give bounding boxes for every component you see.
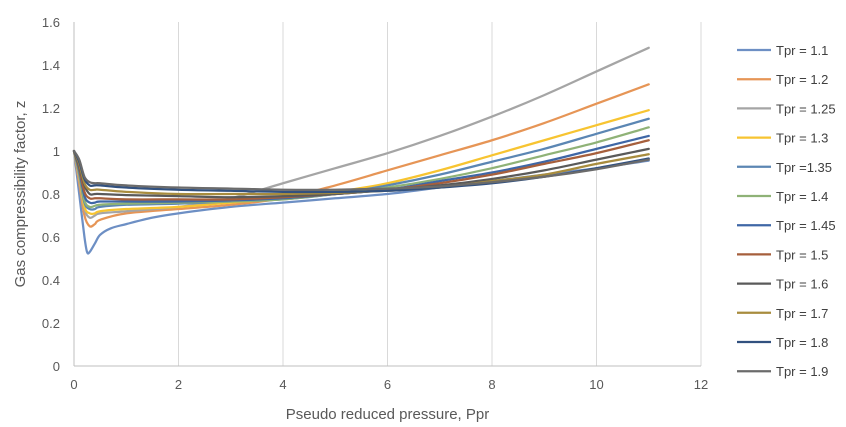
x-tick-label: 12 — [694, 377, 708, 392]
legend-label-4: Tpr = 1.3 — [776, 131, 828, 146]
series-line-2 — [72, 83, 650, 228]
x-tick-label: 10 — [589, 377, 603, 392]
legend-label-1: Tpr = 1.1 — [776, 43, 828, 58]
y-tick-label: 0.4 — [42, 273, 60, 288]
x-tick-label: 0 — [70, 377, 77, 392]
x-tick-label: 2 — [175, 377, 182, 392]
series-line-12 — [72, 149, 650, 191]
legend-label-12: Tpr = 1.9 — [776, 364, 828, 379]
x-tick-label: 8 — [488, 377, 495, 392]
y-axis-title: Gas compressibility factor, z — [12, 101, 29, 288]
series-line-8 — [72, 139, 650, 201]
series-line-10 — [72, 149, 650, 196]
y-tick-label: 1.4 — [42, 58, 60, 73]
y-tick-label: 0 — [53, 359, 60, 374]
legend-label-7: Tpr = 1.45 — [776, 218, 836, 233]
legend-label-8: Tpr = 1.5 — [776, 247, 828, 262]
y-tick-label: 0.6 — [42, 230, 60, 245]
legend-label-9: Tpr = 1.6 — [776, 277, 828, 292]
x-axis-title: Pseudo reduced pressure, Ppr — [286, 406, 489, 423]
y-tick-label: 0.2 — [42, 316, 60, 331]
series-line-9 — [72, 147, 650, 199]
legend: Tpr = 1.1 Tpr = 1.2 Tpr = 1.25 Tpr = 1.3 Tpr… — [737, 43, 836, 379]
x-tick-label: 4 — [279, 377, 286, 392]
x-tick-label: 6 — [384, 377, 391, 392]
legend-label-10: Tpr = 1.7 — [776, 306, 828, 321]
y-tick-label: 0.8 — [42, 187, 60, 202]
legend-label-2: Tpr = 1.2 — [776, 72, 828, 87]
legend-label-3: Tpr = 1.25 — [776, 101, 836, 116]
axes — [73, 22, 701, 367]
y-tick-label: 1.2 — [42, 101, 60, 116]
x-tick-labels: 0 2 4 6 8 10 12 — [70, 377, 708, 392]
legend-label-11: Tpr = 1.8 — [776, 335, 828, 350]
series-lines — [72, 46, 650, 255]
y-tick-labels: 0 0.2 0.4 0.6 0.8 1 1.2 1.4 1.6 — [42, 15, 60, 374]
y-tick-label: 1 — [53, 144, 60, 159]
y-tick-label: 1.6 — [42, 15, 60, 30]
legend-label-5: Tpr =1.35 — [776, 160, 832, 175]
legend-label-6: Tpr = 1.4 — [776, 189, 828, 204]
